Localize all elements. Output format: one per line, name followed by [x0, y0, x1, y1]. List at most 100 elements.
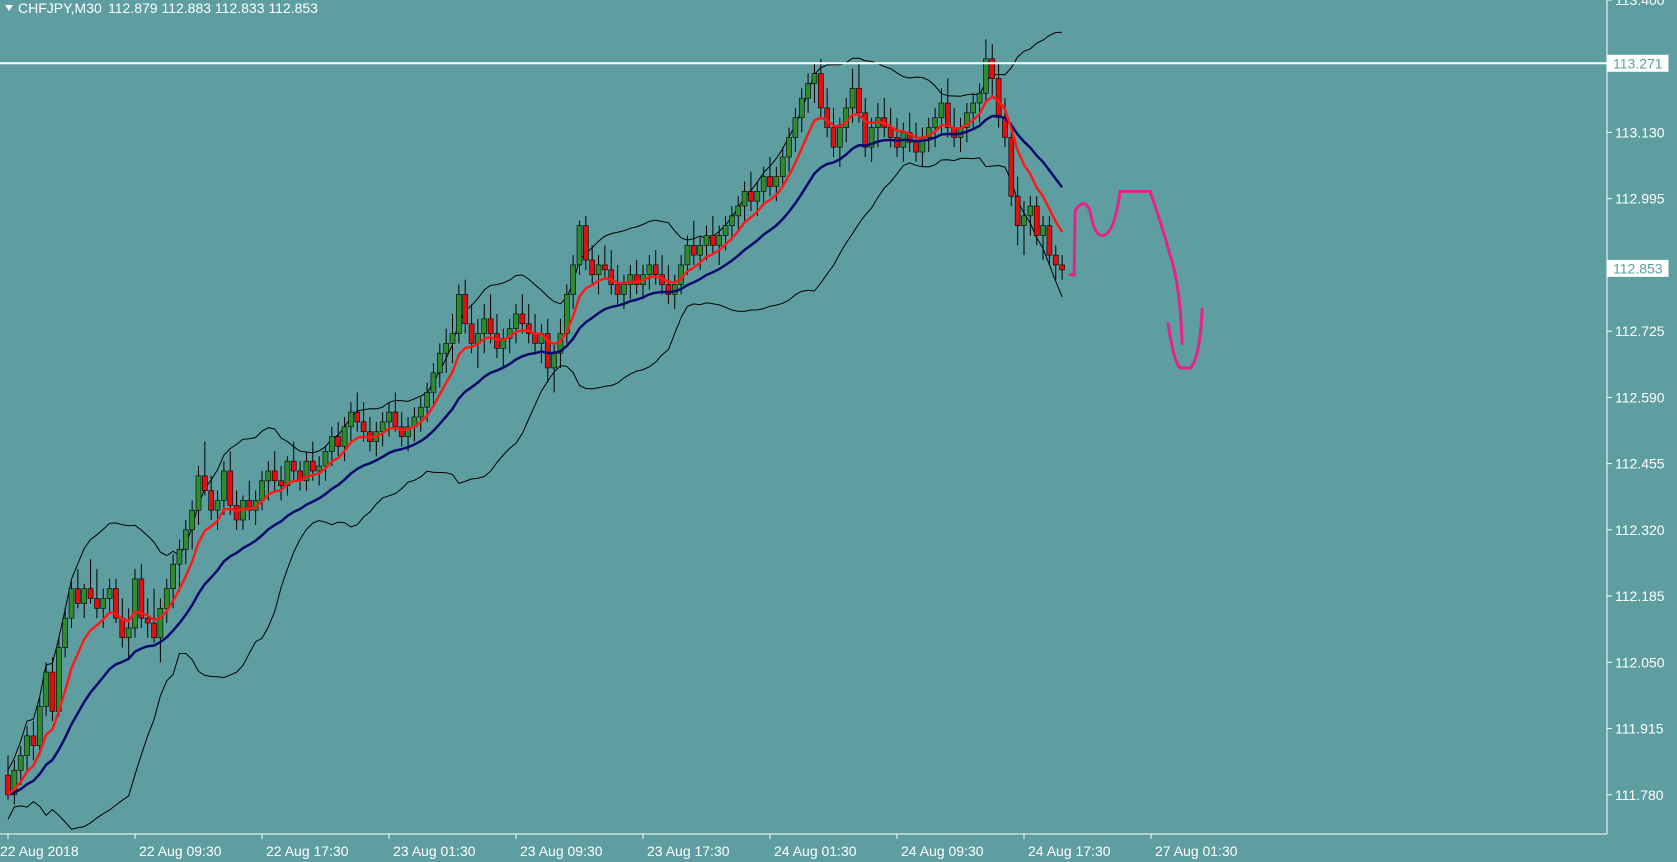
- x-tick: 22 Aug 09:30: [134, 834, 222, 859]
- candle: [989, 44, 996, 99]
- candle-body: [551, 352, 557, 369]
- candle-body: [100, 598, 107, 609]
- candle-body: [227, 470, 234, 506]
- candle-body: [106, 588, 113, 599]
- x-tick: 22 Aug 2018: [0, 834, 79, 859]
- candle: [24, 726, 30, 771]
- candle: [386, 402, 392, 437]
- candle: [690, 220, 697, 265]
- candle-body: [811, 73, 818, 84]
- x-tick-label: 22 Aug 17:30: [266, 843, 349, 859]
- candle-body: [748, 191, 754, 202]
- x-tick: 23 Aug 09:30: [515, 834, 603, 859]
- candle: [100, 588, 107, 628]
- candle: [817, 58, 824, 118]
- candle-body: [525, 323, 532, 334]
- candle-body: [468, 323, 475, 344]
- candle-body: [138, 578, 145, 619]
- candle: [468, 304, 475, 354]
- candle-body: [703, 235, 710, 246]
- header: CHFJPY,M30 112.879 112.883 112.833 112.8…: [5, 0, 318, 16]
- current-price-tag-box: [1607, 259, 1669, 277]
- candle-body: [1052, 254, 1059, 266]
- x-tick: 27 Aug 01:30: [1150, 834, 1238, 859]
- candle-body: [856, 88, 862, 114]
- candle-body: [652, 264, 659, 276]
- candle-body: [798, 97, 805, 119]
- candle: [189, 500, 195, 550]
- candle: [221, 461, 227, 516]
- candle-body: [989, 58, 996, 79]
- candle-body: [462, 294, 469, 325]
- candle-body: [151, 622, 157, 639]
- candle-body: [163, 588, 170, 609]
- candle: [405, 417, 411, 452]
- candle-body: [983, 58, 989, 94]
- candle: [798, 88, 805, 133]
- freehand-drawing: [1068, 189, 1204, 370]
- candle: [563, 284, 570, 344]
- candle: [964, 103, 970, 143]
- candle-body: [1046, 225, 1053, 256]
- candle: [151, 588, 157, 643]
- candle-body: [189, 509, 195, 531]
- candle-body: [824, 107, 830, 128]
- ohlc-label: 112.879 112.883 112.833 112.853: [108, 0, 318, 16]
- candle-body: [805, 83, 811, 99]
- x-tick: 22 Aug 17:30: [261, 834, 349, 859]
- candle-body: [214, 500, 221, 511]
- candle: [68, 578, 75, 628]
- candle: [856, 63, 862, 123]
- candle-body: [405, 426, 411, 437]
- candle-body: [583, 225, 589, 261]
- candle-body: [932, 117, 938, 128]
- candle: [1008, 122, 1015, 207]
- y-tick: 112.995: [1607, 191, 1665, 207]
- candle: [944, 78, 951, 138]
- candle: [17, 745, 24, 785]
- candle-body: [868, 127, 875, 148]
- candle: [62, 608, 68, 658]
- chevron-down-icon[interactable]: [5, 5, 13, 11]
- y-tick-label: 112.455: [1615, 456, 1665, 472]
- candle: [932, 107, 938, 148]
- candle-body: [1008, 137, 1015, 197]
- y-tick: 112.185: [1607, 588, 1665, 604]
- candle: [30, 721, 37, 761]
- candle: [163, 578, 170, 624]
- x-tick: 24 Aug 09:30: [896, 834, 984, 859]
- candle: [303, 451, 310, 491]
- candle: [1040, 215, 1046, 261]
- candle-body: [113, 588, 119, 619]
- candle: [449, 313, 456, 364]
- y-tick: 113.400: [1607, 0, 1665, 8]
- hline-price-tag-box: [1607, 54, 1669, 72]
- candle-body: [697, 244, 703, 256]
- candle-body: [576, 225, 583, 266]
- candle-body: [386, 411, 392, 423]
- candle-body: [87, 588, 94, 599]
- candle: [665, 264, 672, 305]
- candle: [608, 250, 615, 295]
- x-tick-label: 23 Aug 01:30: [393, 843, 476, 859]
- y-tick: 111.780: [1607, 787, 1664, 803]
- candle-body: [195, 475, 202, 511]
- candle: [767, 156, 773, 197]
- candle: [195, 466, 202, 525]
- candle-body: [443, 343, 449, 354]
- x-tick-label: 22 Aug 09:30: [139, 843, 222, 859]
- symbol-label: CHFJPY,M30: [18, 0, 102, 16]
- y-tick-label: 112.995: [1615, 191, 1665, 207]
- candle-body: [938, 102, 945, 119]
- candle: [157, 598, 164, 663]
- candle: [970, 93, 977, 128]
- candle: [360, 402, 367, 442]
- candle-body: [970, 102, 977, 114]
- candle: [976, 83, 983, 123]
- candle: [284, 456, 291, 496]
- candle: [830, 107, 837, 157]
- candle-body: [208, 490, 214, 511]
- candle: [633, 260, 640, 295]
